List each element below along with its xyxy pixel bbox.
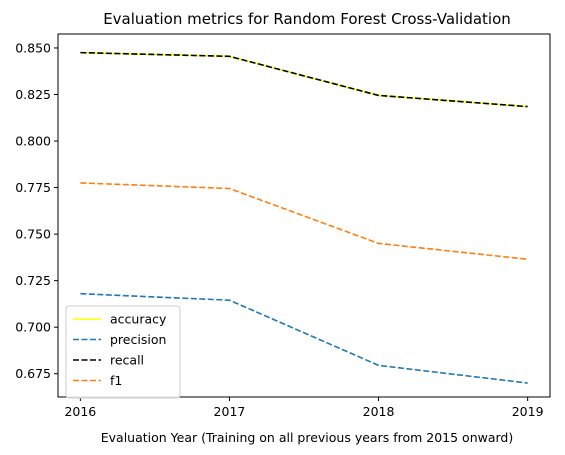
x-axis: 2016 2017 2018 2019	[64, 397, 544, 419]
series-line-recall	[80, 51, 528, 108]
legend-box	[65, 305, 181, 399]
series-line-f1	[80, 182, 528, 261]
legend-label-recall: recall	[110, 353, 144, 368]
y-tick-label: 0.825	[15, 87, 51, 102]
y-tick-label: 0.700	[15, 320, 51, 335]
axes-frame	[57, 33, 551, 398]
y-tick-label: 0.800	[15, 134, 51, 149]
x-tick-label: 2018	[363, 404, 395, 419]
y-tick-label: 0.775	[15, 180, 51, 195]
x-axis-label: Evaluation Year (Training on all previou…	[101, 430, 513, 445]
y-tick-label: 0.675	[15, 366, 51, 381]
legend-label-f1: f1	[110, 373, 122, 388]
legend-label-precision: precision	[110, 332, 166, 347]
y-tick-label: 0.725	[15, 273, 51, 288]
legend-label-accuracy: accuracy	[110, 312, 167, 327]
x-tick-label: 2017	[214, 404, 246, 419]
series-line-precision	[80, 292, 528, 384]
legend: accuracy precision recall f1	[65, 305, 181, 399]
y-axis: 0.675 0.700 0.725 0.750 0.775 0.800 0.825 0.850	[15, 40, 58, 381]
x-tick-label: 2016	[64, 404, 96, 419]
plot-area	[57, 33, 551, 398]
y-tick-label: 0.750	[15, 227, 51, 242]
y-tick-label: 0.850	[15, 40, 51, 55]
chart-title: Evaluation metrics for Random Forest Cro…	[103, 10, 511, 28]
x-tick-label: 2019	[512, 404, 544, 419]
